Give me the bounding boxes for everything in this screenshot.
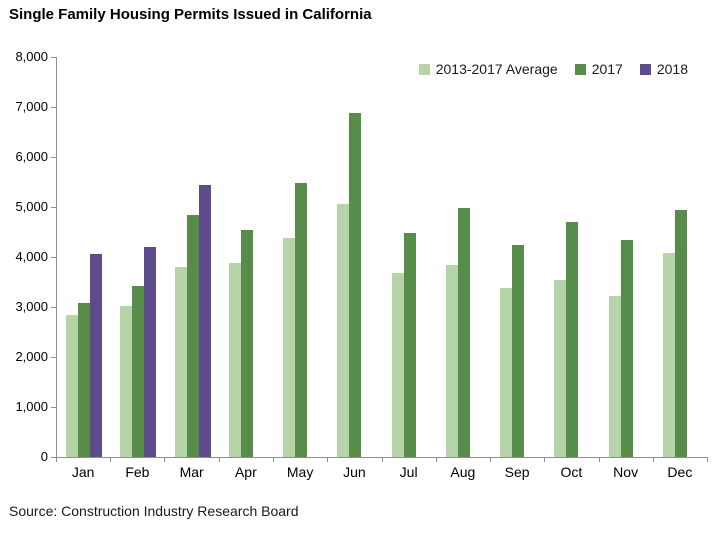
y-tick-mark bbox=[51, 257, 56, 258]
legend-label: 2018 bbox=[656, 61, 688, 77]
x-axis: Jan Feb Mar Apr May Jun Jul Aug Sep Oct Nov Dec bbox=[56, 464, 707, 480]
x-tick-label-jul: Jul bbox=[399, 464, 418, 480]
x-tick-mark bbox=[218, 458, 220, 462]
y-tick-label-1000: 1,000 bbox=[15, 399, 48, 414]
y-tick-mark bbox=[51, 57, 56, 58]
month-column-aug bbox=[437, 57, 491, 457]
x-tick-label-aug: Aug bbox=[450, 464, 476, 480]
y-tick-mark bbox=[51, 307, 56, 308]
month-column-jan bbox=[57, 57, 111, 457]
bar-2013-2017-average-jun bbox=[337, 204, 350, 457]
bar-2017-jul bbox=[403, 233, 416, 457]
bar-2013-2017-average-feb bbox=[120, 305, 133, 457]
y-tick-mark bbox=[51, 157, 56, 158]
bar-2018-mar bbox=[198, 184, 211, 457]
legend-swatch-icon bbox=[639, 63, 651, 75]
legend-item-2018: 2018 bbox=[639, 61, 688, 77]
x-tick-mark bbox=[435, 458, 437, 462]
y-tick-label-6000: 6,000 bbox=[15, 149, 48, 164]
bar-2017-mar bbox=[186, 214, 199, 457]
x-tick-label-dec: Dec bbox=[667, 464, 693, 480]
y-tick-label-3000: 3,000 bbox=[15, 299, 48, 314]
y-tick-label-2000: 2,000 bbox=[15, 349, 48, 364]
x-tick-mark bbox=[327, 458, 329, 462]
y-tick-mark bbox=[51, 107, 56, 108]
legend-item-2017: 2017 bbox=[574, 61, 623, 77]
y-tick-mark bbox=[51, 457, 56, 458]
legend-item-2013-2017-average: 2013-2017 Average bbox=[418, 61, 558, 77]
month-column-oct bbox=[545, 57, 599, 457]
x-tick-mark bbox=[598, 458, 600, 462]
x-tick-mark bbox=[56, 458, 57, 462]
bar-2013-2017-average-dec bbox=[662, 253, 675, 457]
y-tick-label-5000: 5,000 bbox=[15, 199, 48, 214]
y-tick-label-8000: 8,000 bbox=[15, 49, 48, 64]
chart-title: Single Family Housing Permits Issued in … bbox=[9, 6, 372, 23]
x-tick-label-apr: Apr bbox=[234, 464, 257, 480]
x-tick-label-mar: Mar bbox=[179, 464, 204, 480]
bar-2013-2017-average-apr bbox=[228, 263, 241, 457]
x-tick-mark bbox=[110, 458, 112, 462]
y-tick-label-7000: 7,000 bbox=[15, 99, 48, 114]
bar-2017-nov bbox=[620, 239, 633, 457]
bar-2013-2017-average-oct bbox=[554, 279, 567, 457]
month-column-jul bbox=[383, 57, 437, 457]
month-column-dec bbox=[654, 57, 708, 457]
source-note: Source: Construction Industry Research B… bbox=[9, 503, 299, 519]
x-tick-mark bbox=[652, 458, 654, 462]
x-tick-mark bbox=[164, 458, 166, 462]
month-column-jun bbox=[328, 57, 382, 457]
y-tick-mark bbox=[51, 407, 56, 408]
month-column-mar bbox=[166, 57, 220, 457]
bar-2013-2017-average-nov bbox=[608, 295, 621, 457]
x-tick-mark bbox=[381, 458, 383, 462]
month-column-feb bbox=[111, 57, 165, 457]
bar-2018-jan bbox=[90, 254, 103, 457]
month-column-sep bbox=[491, 57, 545, 457]
y-tick-label-4000: 4,000 bbox=[15, 249, 48, 264]
legend-swatch-icon bbox=[574, 63, 586, 75]
y-tick-mark bbox=[51, 207, 56, 208]
bar-2013-2017-average-may bbox=[283, 238, 296, 457]
x-tick-label-jun: Jun bbox=[343, 464, 366, 480]
bar-2013-2017-average-aug bbox=[445, 264, 458, 457]
x-tick-label-sep: Sep bbox=[504, 464, 530, 480]
bar-2017-apr bbox=[240, 230, 253, 457]
bar-2017-jun bbox=[349, 113, 362, 457]
x-tick-label-jan: Jan bbox=[71, 464, 95, 480]
plot-area bbox=[56, 57, 708, 462]
x-tick-mark bbox=[272, 458, 274, 462]
x-tick-label-may: May bbox=[286, 464, 314, 480]
bar-2018-feb bbox=[144, 246, 157, 457]
y-tick-mark bbox=[51, 357, 56, 358]
legend-swatch-icon bbox=[418, 63, 430, 75]
y-tick-label-0: 0 bbox=[40, 449, 48, 464]
legend: 2013-2017 Average 2017 2018 bbox=[418, 61, 688, 77]
legend-label: 2013-2017 Average bbox=[435, 61, 558, 77]
x-tick-mark bbox=[489, 458, 491, 462]
x-tick-label-nov: Nov bbox=[613, 464, 639, 480]
bar-2013-2017-average-jan bbox=[66, 314, 79, 457]
month-column-apr bbox=[220, 57, 274, 457]
x-tick-label-oct: Oct bbox=[560, 464, 583, 480]
bar-2013-2017-average-jul bbox=[391, 272, 404, 457]
bar-2017-dec bbox=[674, 210, 687, 457]
month-column-nov bbox=[600, 57, 654, 457]
bar-2017-oct bbox=[566, 222, 579, 457]
bar-2017-aug bbox=[457, 208, 470, 457]
legend-label: 2017 bbox=[591, 61, 623, 77]
bar-2013-2017-average-sep bbox=[500, 288, 513, 457]
x-tick-mark bbox=[544, 458, 546, 462]
x-tick-label-feb: Feb bbox=[125, 464, 150, 480]
bar-2017-sep bbox=[512, 245, 525, 457]
month-column-may bbox=[274, 57, 328, 457]
x-tick-mark bbox=[707, 458, 708, 462]
bar-2017-feb bbox=[132, 285, 145, 457]
bar-2013-2017-average-mar bbox=[174, 266, 187, 457]
bar-2017-may bbox=[295, 183, 308, 457]
bar-2017-jan bbox=[78, 302, 91, 457]
